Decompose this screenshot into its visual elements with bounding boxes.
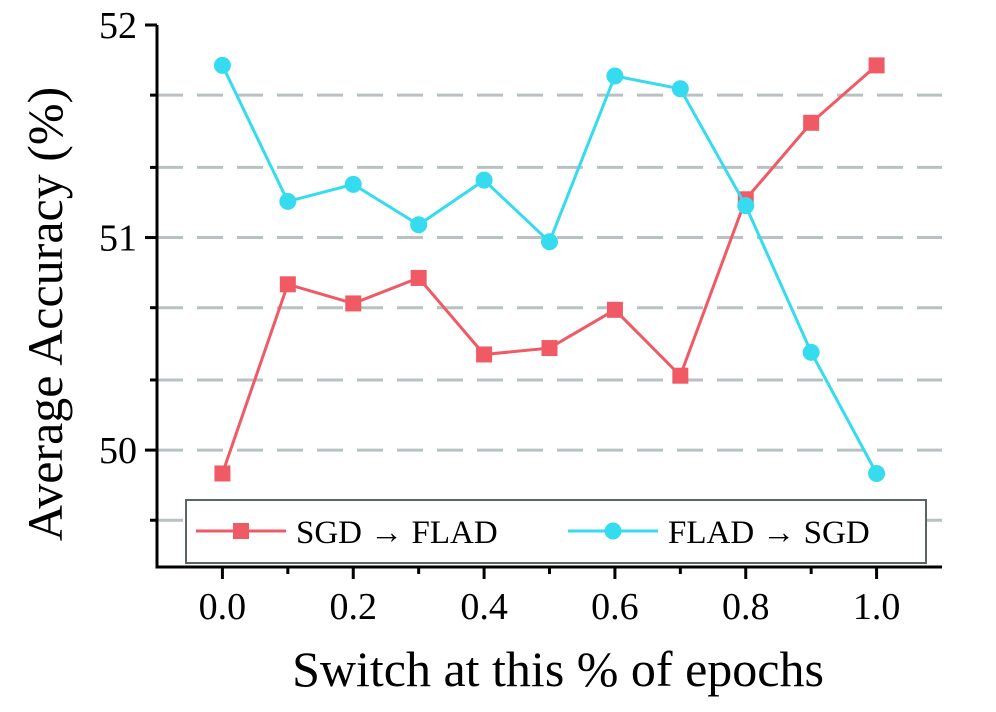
data-point bbox=[541, 233, 558, 251]
legend-label: SGD → FLAD bbox=[296, 515, 498, 551]
y-tick-label: 51 bbox=[99, 218, 137, 260]
data-point bbox=[279, 276, 296, 293]
data-point bbox=[344, 175, 362, 193]
data-point bbox=[803, 114, 820, 131]
data-point bbox=[606, 67, 624, 85]
data-point bbox=[213, 56, 231, 74]
x-tick-label: 0.6 bbox=[591, 586, 639, 628]
data-point bbox=[868, 57, 885, 74]
x-tick-label: 0.2 bbox=[330, 586, 378, 628]
y-axis-title: Average Accuracy (%) bbox=[17, 87, 73, 541]
y-tick-label: 52 bbox=[99, 5, 137, 47]
series-line bbox=[220, 64, 878, 474]
data-point bbox=[737, 197, 755, 215]
x-axis-title: Switch at this % of epochs bbox=[292, 641, 824, 697]
data-point bbox=[214, 465, 231, 482]
axes: 0.0 0.2 0.4 0.6 0.8 1.0 50 51 52 bbox=[99, 5, 942, 628]
data-point bbox=[345, 295, 362, 312]
series-line bbox=[221, 64, 878, 475]
data-point bbox=[279, 192, 297, 210]
legend-entry: SGD → FLAD bbox=[196, 515, 498, 551]
data-point bbox=[410, 216, 428, 234]
gridlines bbox=[157, 93, 942, 522]
y-tick-label: 50 bbox=[99, 430, 137, 472]
x-tick-label: 0.4 bbox=[460, 586, 508, 628]
data-point bbox=[475, 171, 493, 189]
x-tick-label: 0.8 bbox=[722, 586, 770, 628]
series-lines bbox=[213, 56, 886, 482]
data-point bbox=[671, 80, 689, 98]
legend-marker bbox=[604, 522, 622, 540]
data-point bbox=[672, 367, 689, 384]
data-point bbox=[476, 346, 493, 363]
legend-label: FLAD → SGD bbox=[668, 515, 870, 551]
data-point bbox=[606, 301, 623, 318]
data-point bbox=[868, 464, 886, 482]
data-point bbox=[802, 343, 820, 361]
data-point bbox=[541, 340, 558, 357]
legend-box bbox=[185, 499, 927, 564]
legend-marker bbox=[233, 523, 249, 539]
x-tick-label: 0.0 bbox=[199, 586, 247, 628]
legend: SGD → FLAD FLAD → SGD bbox=[185, 499, 927, 564]
data-point bbox=[410, 269, 427, 286]
legend-entry: FLAD → SGD bbox=[568, 515, 870, 551]
x-tick-label: 1.0 bbox=[853, 586, 901, 628]
series-1 bbox=[214, 57, 885, 482]
series-2 bbox=[213, 56, 886, 482]
